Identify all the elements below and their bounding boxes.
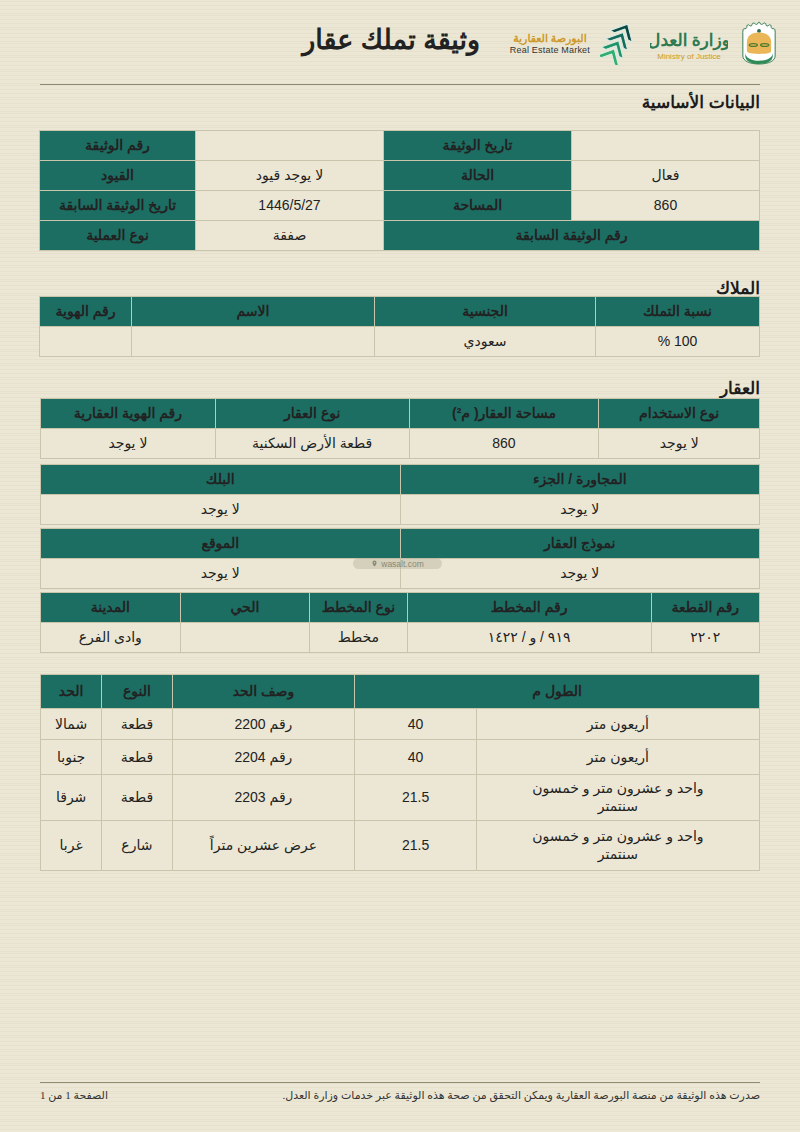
svg-text:وزارة العدل: وزارة العدل bbox=[650, 31, 728, 51]
